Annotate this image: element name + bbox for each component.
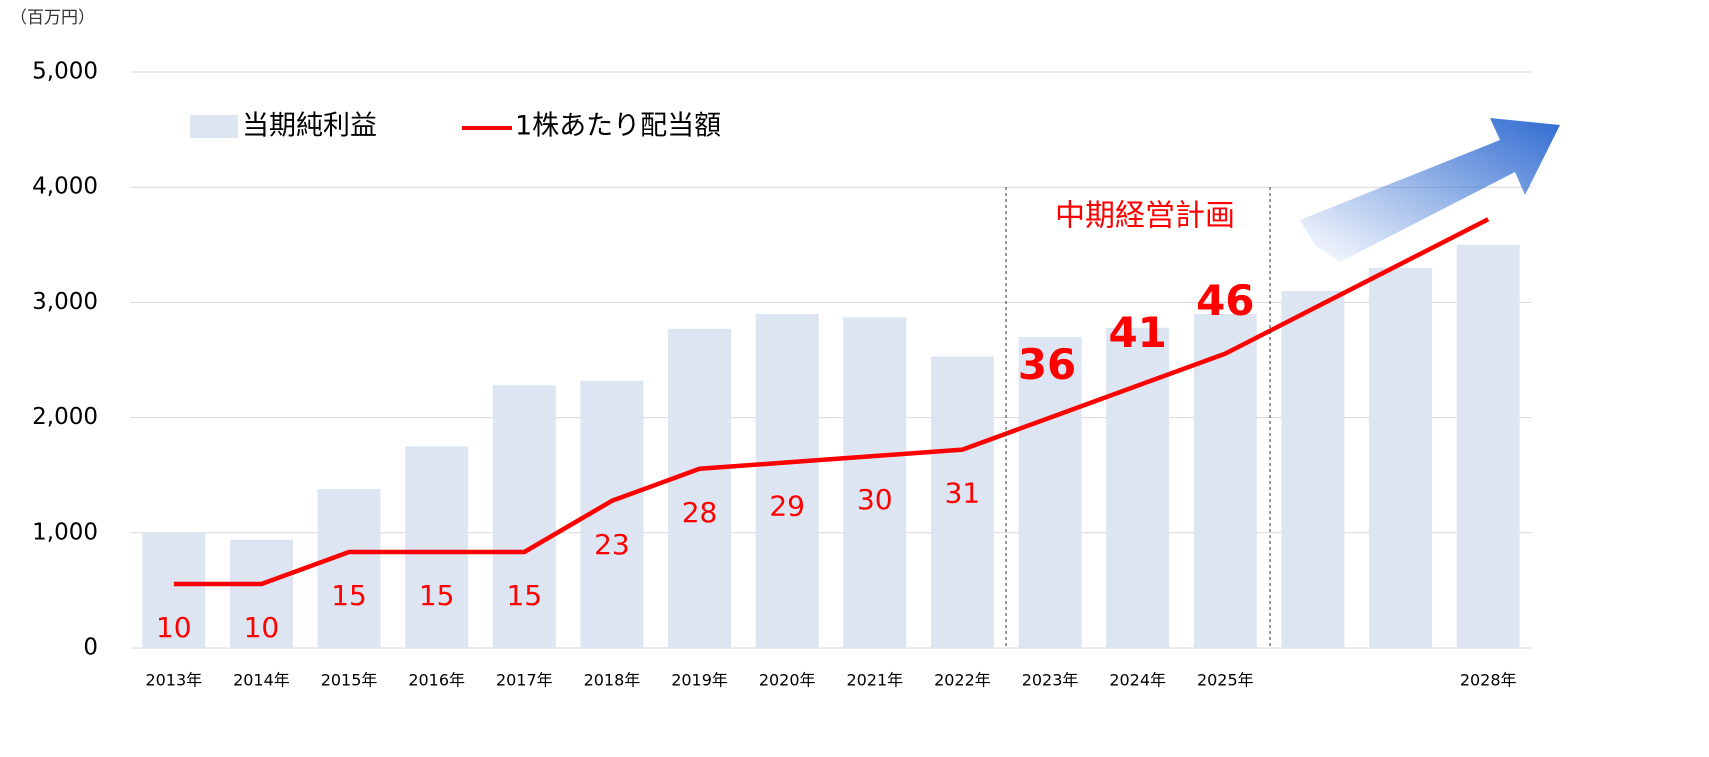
data-label: 15 — [506, 579, 542, 612]
x-tick-label: 2013年 — [145, 671, 202, 690]
data-label: 15 — [419, 579, 455, 612]
y-tick-label: 3,000 — [32, 289, 98, 315]
unit-label: （百万円） — [10, 8, 95, 28]
data-label: 41 — [1108, 308, 1166, 357]
data-label: 30 — [857, 483, 893, 516]
bar — [843, 317, 907, 648]
data-label: 10 — [244, 611, 280, 644]
legend-label: 1株あたり配当額 — [515, 111, 721, 142]
x-tick-label: 2019年 — [671, 671, 728, 690]
x-tick-label: 2016年 — [408, 671, 465, 690]
x-tick-label: 2020年 — [759, 671, 816, 690]
bar — [1018, 336, 1082, 648]
y-tick-label: 1,000 — [32, 519, 98, 545]
bar — [1369, 267, 1433, 648]
data-label: 23 — [594, 528, 630, 561]
data-label: 46 — [1196, 276, 1254, 325]
data-label: 10 — [156, 611, 192, 644]
bar — [668, 328, 732, 648]
bar — [1456, 244, 1520, 649]
x-tick-label: 2022年 — [934, 671, 991, 690]
x-tick-label: 2015年 — [321, 671, 378, 690]
data-label: 28 — [682, 496, 718, 529]
y-tick-label: 5,000 — [32, 59, 98, 85]
growth-arrow — [1300, 118, 1560, 262]
bar — [317, 489, 381, 648]
bar — [1281, 290, 1345, 648]
bar — [492, 385, 556, 648]
plot: 0 1,000 2,000 3,000 4,000 5,000 2013年 2014年 2015… — [32, 59, 1532, 690]
x-tick-label: 2025年 — [1197, 671, 1254, 690]
bar — [1106, 327, 1170, 648]
x-tick-label: 2018年 — [584, 671, 641, 690]
bar — [1193, 313, 1257, 648]
y-tick-label: 4,000 — [32, 174, 98, 200]
y-tick-label: 2,000 — [32, 404, 98, 430]
legend-swatch — [190, 115, 238, 138]
data-label: 36 — [1018, 340, 1076, 389]
x-tick-label: 2021年 — [846, 671, 903, 690]
bar — [755, 313, 819, 648]
data-label: 31 — [945, 477, 981, 510]
data-label: 29 — [769, 489, 805, 522]
dividend-line — [173, 217, 1490, 587]
x-tick-label: 2017年 — [496, 671, 553, 690]
y-tick-label: 0 — [83, 635, 98, 661]
x-tick-label: 2024年 — [1109, 671, 1166, 690]
data-label: 15 — [331, 579, 367, 612]
legend-label: 当期純利益 — [242, 111, 377, 142]
bar — [229, 539, 293, 648]
bar — [930, 356, 994, 648]
annotation: 中期経営計画 — [1055, 199, 1235, 234]
bar — [142, 532, 206, 648]
x-tick-label: 2023年 — [1022, 671, 1079, 690]
x-tick-label: 2028年 — [1460, 671, 1517, 690]
x-tick-label: 2014年 — [233, 671, 290, 690]
bar — [405, 446, 469, 648]
